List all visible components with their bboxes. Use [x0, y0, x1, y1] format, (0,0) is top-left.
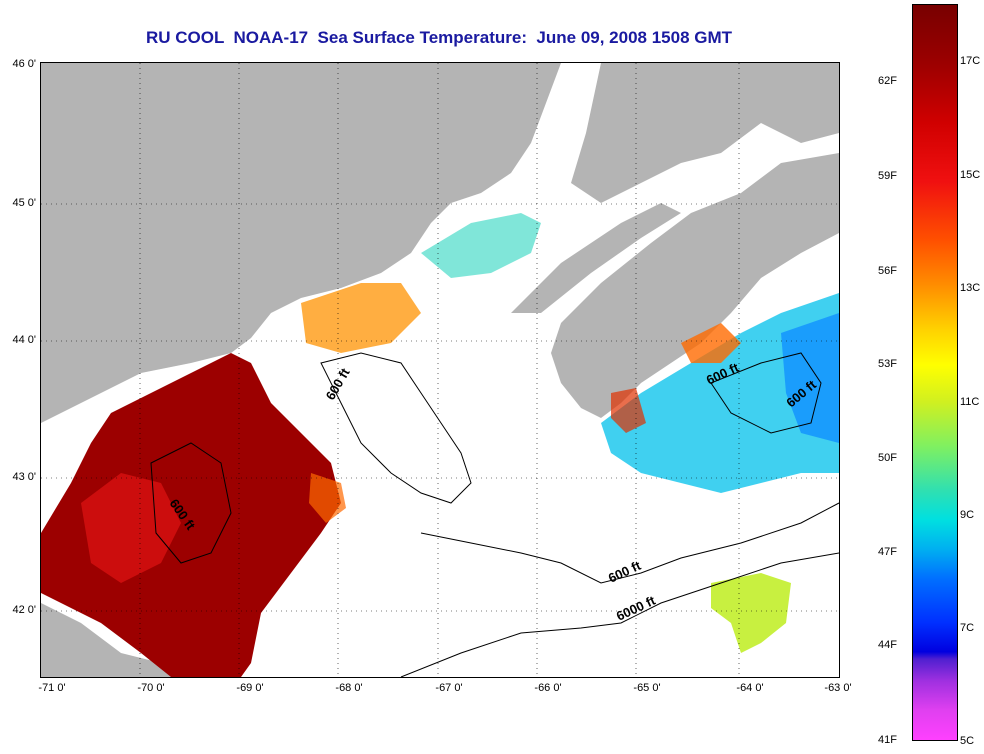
colorbar-fahrenheit-label: 59F: [878, 170, 897, 182]
colorbar-celsius-label: 11C: [960, 396, 980, 408]
georges-bank-sst: [711, 573, 791, 653]
colorbar-celsius-label: 9C: [960, 509, 975, 521]
depth-contour-600-west: [150, 442, 232, 564]
x-tick-label: -65 0': [633, 682, 661, 694]
coastal-sst-band: [301, 283, 421, 353]
y-tick-label: 44 0': [12, 334, 36, 346]
x-tick-label: -71 0': [38, 682, 66, 694]
nova-scotia-land: [551, 153, 839, 418]
colorbar-celsius-label: 13C: [960, 282, 981, 294]
colorbar-celsius-label: 5C: [960, 735, 975, 747]
warm-sst-hotspot: [81, 473, 181, 583]
y-tick-label: 43 0': [12, 471, 36, 483]
x-tick-label: -67 0': [435, 682, 463, 694]
depth-contour-6000: [400, 552, 839, 677]
new-brunswick-land: [571, 63, 839, 203]
contour-label: 600 ft: [323, 365, 353, 402]
contour-label: 6000 ft: [614, 592, 658, 623]
cool-sst-region: [601, 293, 839, 493]
coastal-sst-cool: [421, 213, 541, 278]
colorbar-fahrenheit-label: 56F: [878, 265, 897, 277]
bay-of-fundy-arm: [511, 203, 681, 313]
colorbar-fahrenheit-label: 53F: [878, 358, 897, 370]
x-tick-label: -63 0': [824, 682, 852, 694]
map-canvas: 600 ft 600 ft 600 ft 600 ft 600 ft 6000 …: [41, 63, 839, 677]
colorbar-celsius-label: 17C: [960, 55, 981, 67]
depth-contour-600-center: [320, 352, 472, 504]
warm-sst-orange: [309, 473, 346, 523]
y-tick-label: 45 0': [12, 197, 36, 209]
sst-map: 600 ft 600 ft 600 ft 600 ft 600 ft 6000 …: [40, 62, 840, 678]
mainland-land: [41, 63, 561, 423]
colorbar-fahrenheit-label: 44F: [878, 639, 897, 651]
y-tick-label: 46 0': [12, 58, 36, 70]
contour-label: 600 ft: [606, 557, 644, 585]
depth-contour-600-east: [420, 502, 839, 584]
cool-sst-warm-edge: [681, 323, 741, 363]
cool-sst-warm-edge-2: [611, 388, 646, 433]
y-tick-label: 42 0': [12, 604, 36, 616]
depth-contour-600-ns: [710, 352, 822, 434]
colorbar-celsius-label: 15C: [960, 169, 981, 181]
map-gridlines: [41, 63, 839, 677]
temperature-colorbar: [912, 4, 958, 741]
warm-sst-region: [41, 353, 341, 677]
colorbar-celsius-label: 7C: [960, 622, 975, 634]
map-title: RU COOL NOAA-17 Sea Surface Temperature:…: [145, 28, 733, 47]
colorbar-fahrenheit-label: 50F: [878, 452, 897, 464]
x-tick-label: -68 0': [335, 682, 363, 694]
x-tick-label: -70 0': [137, 682, 165, 694]
cool-sst-deep: [781, 313, 839, 443]
colorbar-fahrenheit-label: 47F: [878, 546, 897, 558]
colorbar-fahrenheit-label: 62F: [878, 75, 897, 87]
x-tick-label: -66 0': [534, 682, 562, 694]
cape-cod-land: [41, 603, 181, 677]
colorbar-fahrenheit-label: 41F: [878, 734, 897, 746]
x-tick-label: -64 0': [736, 682, 764, 694]
x-tick-label: -69 0': [236, 682, 264, 694]
